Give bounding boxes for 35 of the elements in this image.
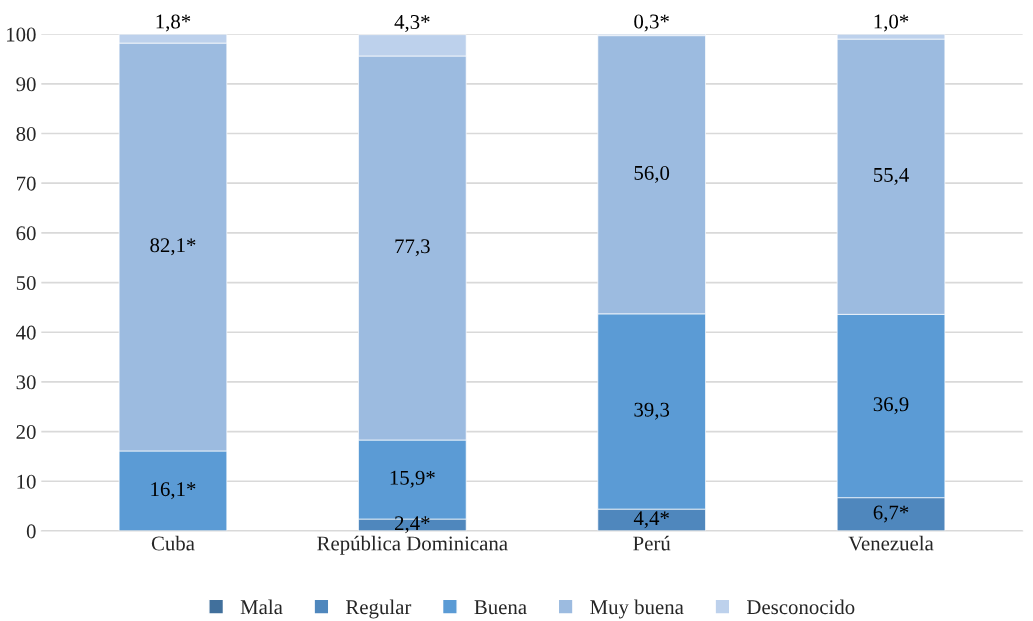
- y-tick-label: 80: [16, 126, 36, 141]
- y-tick-label: 40: [16, 325, 36, 340]
- y-tick-label: 30: [16, 375, 36, 390]
- y-tick-label: 70: [17, 176, 36, 191]
- data-label: 56,0: [634, 165, 670, 183]
- x-tick-label: Cuba: [151, 535, 195, 551]
- data-label: 77,3: [395, 239, 430, 257]
- y-tick-label: 60: [16, 226, 36, 241]
- y-tick-label: 0: [26, 524, 36, 539]
- legend-label: Regular: [345, 599, 412, 619]
- legend-label: Mala: [240, 599, 283, 615]
- data-label: 36,9: [873, 397, 909, 415]
- data-label: 1,0*: [874, 14, 909, 32]
- data-label: 2,4*: [395, 516, 430, 534]
- data-label: 1,8*: [156, 14, 191, 32]
- data-label: 16,1*: [151, 482, 196, 500]
- y-tick-label: 20: [16, 424, 36, 440]
- data-label: 15,9*: [390, 470, 435, 488]
- legend-label: Muy buena: [590, 599, 684, 619]
- data-label: 4,4*: [633, 511, 669, 529]
- data-label: 55,4: [874, 168, 909, 185]
- x-tick-label: República Dominicana: [317, 535, 508, 555]
- y-tick-label: 50: [16, 275, 36, 290]
- y-tick-label: 100: [7, 27, 36, 42]
- data-label: 6,7*: [873, 505, 909, 523]
- y-tick-label: 10: [17, 474, 36, 489]
- data-label: 4,3*: [394, 15, 430, 33]
- data-label: 39,3: [634, 402, 670, 420]
- x-tick-label: Venezuela: [848, 535, 934, 551]
- data-label: 82,1*: [150, 238, 196, 256]
- y-tick-label: 90: [16, 77, 36, 92]
- data-label: 0,3*: [634, 14, 669, 32]
- legend-label: Buena: [474, 600, 527, 615]
- legend-label: Desconocido: [746, 599, 855, 615]
- x-tick-label: Perú: [633, 535, 671, 551]
